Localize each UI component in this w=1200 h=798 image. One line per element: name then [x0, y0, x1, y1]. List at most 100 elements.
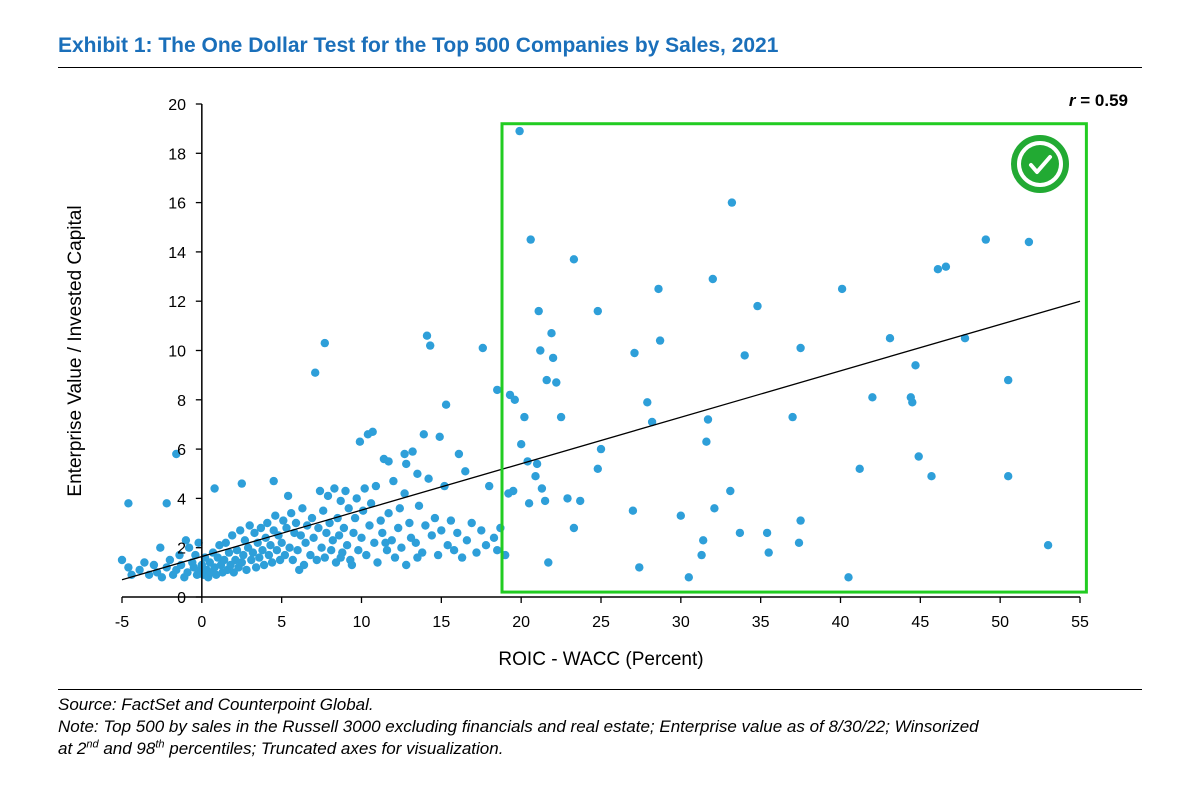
data-point — [212, 570, 221, 579]
data-point — [387, 536, 396, 545]
data-point — [248, 548, 258, 557]
data-point — [309, 533, 318, 542]
data-point — [327, 546, 336, 555]
data-point — [371, 481, 381, 491]
data-point — [437, 526, 446, 535]
data-point — [228, 531, 237, 540]
highlight-box — [500, 122, 1088, 594]
data-point — [320, 553, 329, 562]
data-point — [296, 531, 305, 540]
x-tick-label: 45 — [911, 614, 929, 631]
data-point — [868, 393, 877, 402]
data-point — [224, 548, 234, 557]
data-point — [402, 459, 411, 469]
y-tick-label: 18 — [168, 146, 186, 163]
data-point — [593, 464, 602, 473]
data-point — [140, 558, 149, 567]
footer-rule — [58, 689, 1142, 690]
data-point — [314, 523, 323, 533]
data-point — [172, 449, 181, 459]
data-point — [576, 496, 585, 506]
data-point — [390, 553, 400, 562]
data-point — [293, 546, 302, 555]
data-point — [796, 343, 805, 353]
data-point — [251, 563, 261, 572]
data-point — [240, 536, 250, 545]
data-point — [421, 521, 430, 530]
data-point — [175, 550, 184, 560]
y-tick-label: 6 — [177, 442, 186, 459]
y-tick-label: 16 — [168, 196, 186, 213]
data-point — [336, 553, 345, 562]
data-point — [515, 126, 524, 136]
data-point — [236, 526, 245, 535]
data-point — [365, 521, 374, 530]
data-point — [510, 395, 519, 404]
data-point — [298, 504, 307, 513]
y-tick-label: 4 — [177, 491, 186, 508]
data-point — [430, 513, 440, 523]
data-point — [317, 543, 326, 552]
data-point — [245, 521, 254, 530]
data-point — [927, 472, 936, 481]
data-point — [323, 491, 333, 501]
data-point — [703, 415, 713, 424]
data-point — [552, 378, 561, 387]
data-point — [258, 546, 267, 555]
x-tick-label: 20 — [512, 614, 530, 631]
data-point — [256, 523, 266, 533]
data-point — [320, 338, 329, 348]
data-point — [764, 548, 773, 557]
data-point — [684, 573, 693, 582]
data-point — [462, 536, 472, 545]
data-point — [708, 274, 717, 284]
data-point — [347, 560, 357, 570]
data-point — [544, 558, 553, 567]
data-point — [676, 511, 685, 520]
data-point — [360, 484, 369, 493]
note-line-2: at 2nd and 98th percentiles; Truncated a… — [58, 738, 504, 758]
data-point — [194, 538, 203, 547]
data-point — [643, 398, 652, 407]
data-point — [563, 494, 572, 503]
exhibit-title: Exhibit 1: The One Dollar Test for the T… — [58, 34, 779, 57]
data-point — [334, 531, 344, 540]
data-point — [325, 518, 334, 528]
data-point — [242, 565, 251, 575]
data-point — [1004, 375, 1013, 385]
data-point — [493, 546, 502, 555]
data-point — [250, 528, 259, 538]
data-point — [635, 563, 644, 572]
data-point — [157, 573, 167, 582]
data-point — [1043, 541, 1053, 550]
data-point — [426, 341, 435, 350]
x-tick-label: 40 — [832, 614, 850, 631]
data-point — [422, 331, 432, 340]
data-point — [408, 447, 417, 456]
data-point — [282, 523, 291, 533]
data-point — [277, 538, 286, 547]
data-point — [548, 353, 558, 363]
data-point — [285, 543, 294, 552]
data-point — [283, 491, 293, 501]
data-point — [269, 476, 278, 486]
trend-line — [121, 300, 1081, 581]
data-point — [135, 565, 144, 575]
data-point — [446, 516, 456, 525]
data-point — [753, 301, 762, 311]
data-point — [449, 546, 459, 555]
data-point — [1024, 237, 1034, 247]
data-point — [788, 412, 797, 422]
data-point — [287, 509, 296, 518]
x-tick-label: 30 — [672, 614, 690, 631]
data-point — [727, 198, 737, 207]
x-tick-label: 15 — [432, 614, 450, 631]
data-point — [165, 555, 175, 565]
note-line-1: Note: Top 500 by sales in the Russell 30… — [58, 717, 979, 736]
x-tick-label: 55 — [1071, 614, 1089, 631]
data-point — [215, 541, 224, 550]
data-point — [547, 329, 556, 338]
data-point — [272, 546, 282, 555]
data-point — [124, 499, 133, 508]
data-point — [237, 558, 246, 567]
